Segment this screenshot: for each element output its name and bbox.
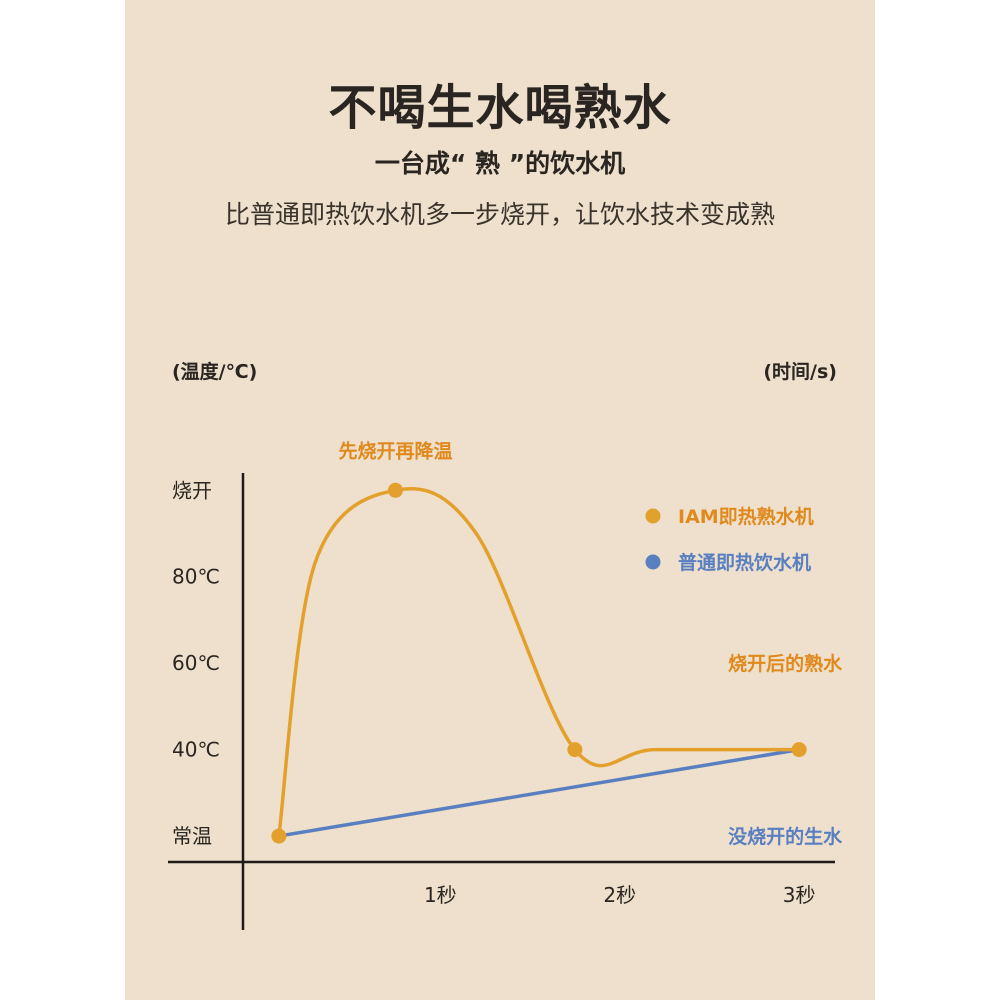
legend-swatch [645, 554, 661, 570]
background-panel [125, 0, 875, 1000]
series-line [277, 747, 801, 838]
y-tick-labels: 烧开 80℃ 60℃ 40℃ 常温 [172, 478, 220, 848]
legend-label: 普通即热饮水机 [678, 551, 811, 574]
y-tick-label: 常温 [172, 824, 212, 848]
series-line [277, 486, 801, 838]
marker-layer [271, 482, 807, 844]
x-tick-label: 1秒 [424, 883, 457, 907]
y-tick-label: 烧开 [172, 478, 212, 502]
page-subtitle: 一台成“ 熟 ”的饮水机 [374, 149, 626, 178]
legend-swatch [645, 508, 661, 524]
page-title: 不喝生水喝熟水 [328, 80, 672, 136]
data-point [791, 742, 807, 758]
y-tick-label: 80℃ [172, 565, 220, 589]
annotation-label: 烧开后的熟水 [728, 652, 843, 675]
data-point [567, 742, 583, 758]
y-tick-label: 60℃ [172, 651, 220, 675]
annotation-label: 没烧开的生水 [728, 825, 843, 848]
x-axis-unit-label: (时间/s) [763, 361, 837, 383]
data-point [387, 482, 403, 498]
y-tick-label: 40℃ [172, 738, 220, 762]
page-tagline: 比普通即热饮水机多一步烧开，让饮水技术变成熟 [224, 200, 775, 229]
x-tick-label: 2秒 [603, 883, 636, 907]
annotation-label: 先烧开再降温 [338, 439, 452, 462]
x-tick-labels: 1秒 2秒 3秒 [424, 883, 816, 907]
series-layer [277, 486, 801, 838]
legend-label: IAM即热熟水机 [678, 505, 814, 528]
y-axis-unit-label: (温度/℃) [172, 361, 258, 383]
data-point [271, 828, 287, 844]
x-tick-label: 3秒 [783, 883, 816, 907]
